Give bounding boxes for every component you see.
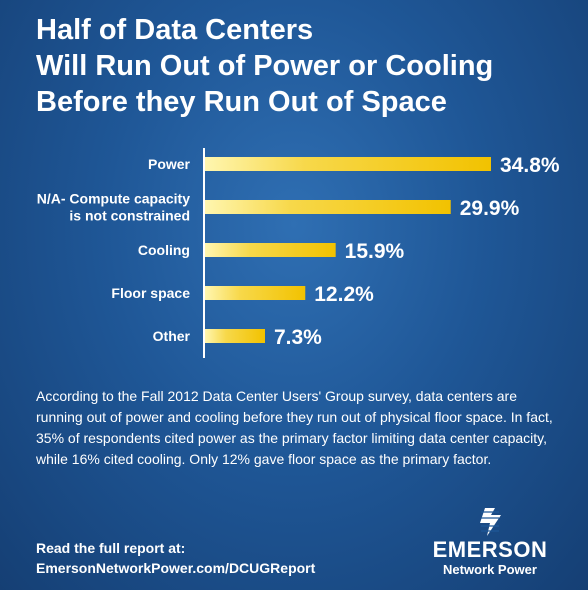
category-label-2-0: Cooling [138,242,190,258]
brand-name: EMERSON [432,537,548,562]
emerson-logo-icon [480,508,501,536]
bar-2 [205,243,336,257]
category-label-1-0: N/A- Compute capacity [37,191,190,207]
title-line-3: Before they Run Out of Space [36,86,447,118]
footer: Read the full report at: EmersonNetworkP… [36,538,315,578]
value-label-3: 12.2% [314,283,374,306]
category-label-3-0: Floor space [111,285,190,301]
chart-title: Half of Data Centers Will Run Out of Pow… [36,12,556,120]
title-line-1: Half of Data Centers [36,14,314,46]
bar-0 [205,157,491,171]
category-label-0-0: Power [148,156,191,172]
brand-subtitle: Network Power [443,562,537,577]
emerson-brand: EMERSON Network Power [420,506,560,578]
bar-4 [205,329,265,343]
category-label-1-1: is not constrained [69,208,190,224]
value-label-0: 34.8% [500,154,560,177]
bar-1 [205,200,451,214]
title-line-2: Will Run Out of Power or Cooling [36,50,494,82]
value-label-2: 15.9% [345,240,405,263]
value-label-4: 7.3% [274,326,322,349]
footer-line-1: Read the full report at: [36,540,186,556]
bar-3 [205,286,306,300]
report-link[interactable]: EmersonNetworkPower.com/DCUGReport [36,560,316,576]
description-text: According to the Fall 2012 Data Center U… [36,388,553,467]
category-label-4-0: Other [153,328,191,344]
value-label-1: 29.9% [460,197,520,220]
